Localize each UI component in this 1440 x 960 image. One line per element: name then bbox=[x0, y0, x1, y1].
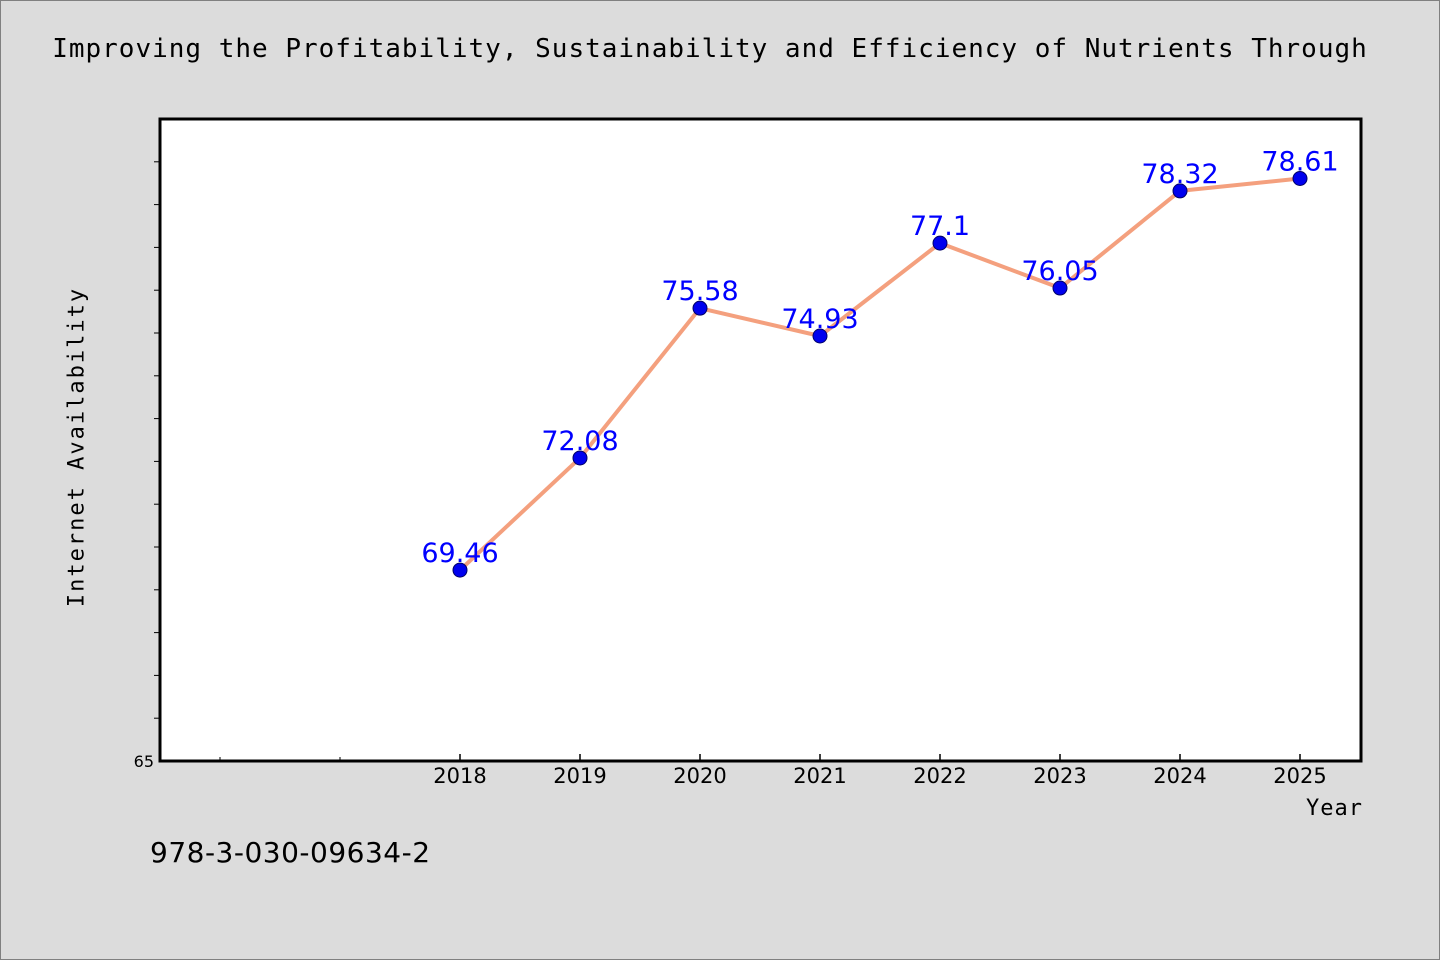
data-point-marker bbox=[1052, 280, 1068, 296]
x-tick-label: 2022 bbox=[913, 764, 966, 788]
x-tick-label: 2025 bbox=[1273, 764, 1326, 788]
data-point-marker bbox=[812, 328, 828, 344]
x-tick-label: 2023 bbox=[1033, 764, 1086, 788]
data-label: 75.58 bbox=[661, 276, 738, 307]
x-axis-ticks: 2018 2019 2020 2021 2022 2023 2024 2025 bbox=[219, 754, 1327, 788]
data-label: 72.08 bbox=[541, 426, 618, 457]
data-point-marker bbox=[932, 235, 948, 251]
y-tick-label: 65 bbox=[134, 752, 154, 771]
data-label: 69.46 bbox=[421, 538, 498, 569]
chart-title: Improving the Profitability, Sustainabil… bbox=[52, 34, 1368, 64]
series-line bbox=[458, 176, 1301, 572]
data-label: 76.05 bbox=[1021, 256, 1098, 287]
x-axis-label: Year bbox=[1306, 796, 1363, 821]
footer-code: 978-3-030-09634-2 bbox=[150, 836, 431, 869]
data-point-marker bbox=[1172, 183, 1188, 199]
series-layer bbox=[452, 170, 1308, 578]
data-point-marker bbox=[692, 300, 708, 316]
x-tick-label: 2021 bbox=[793, 764, 846, 788]
y-axis-label: Internet Availability bbox=[64, 286, 90, 608]
data-label: 78.61 bbox=[1261, 146, 1338, 177]
data-point-marker bbox=[1292, 170, 1308, 186]
data-label: 77.1 bbox=[910, 211, 970, 242]
data-label: 78.32 bbox=[1141, 159, 1218, 190]
plot-area bbox=[158, 117, 1363, 763]
y-axis-ticks: 65 bbox=[134, 161, 160, 771]
data-point-marker bbox=[572, 450, 588, 466]
data-point-marker bbox=[452, 562, 468, 578]
x-tick-label: 2019 bbox=[553, 764, 606, 788]
x-tick-label: 2024 bbox=[1153, 764, 1206, 788]
x-tick-label: 2018 bbox=[433, 764, 486, 788]
data-label: 74.93 bbox=[781, 304, 858, 335]
x-tick-label: 2020 bbox=[673, 764, 726, 788]
data-labels-layer: 69.46 72.08 75.58 74.93 77.1 76.05 78.32 78.61 bbox=[421, 146, 1338, 569]
